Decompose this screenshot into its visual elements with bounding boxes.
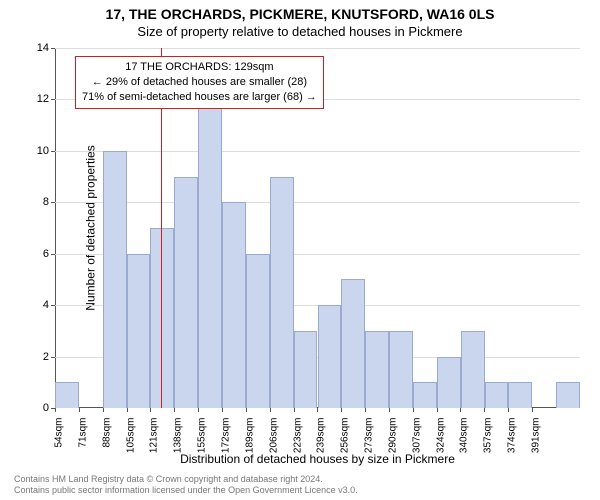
attribution-line-1: Contains HM Land Registry data © Crown c…: [14, 474, 590, 485]
histogram-bar: [246, 254, 270, 408]
histogram-bar: [413, 382, 437, 408]
x-tick-label: 273sqm: [364, 418, 375, 454]
x-tick-label: 307sqm: [412, 418, 423, 454]
x-tick-mark: [127, 408, 128, 412]
x-tick-mark: [294, 408, 295, 412]
info-line-3: 71% of semi-detached houses are larger (…: [82, 90, 317, 105]
histogram-bar: [508, 382, 532, 408]
histogram-bar: [222, 202, 246, 408]
info-line-2: ← 29% of detached houses are smaller (28…: [82, 75, 317, 90]
x-tick-label: 138sqm: [172, 418, 183, 454]
histogram-bar: [150, 228, 174, 408]
x-tick-mark: [55, 408, 56, 412]
histogram-bar: [437, 357, 461, 408]
chart-title-address: 17, THE ORCHARDS, PICKMERE, KNUTSFORD, W…: [0, 6, 600, 22]
x-tick-label: 155sqm: [197, 418, 208, 454]
x-tick-label: 105sqm: [126, 418, 137, 454]
x-tick-label: 206sqm: [269, 418, 280, 454]
x-tick-mark: [389, 408, 390, 412]
x-tick-label: 374sqm: [507, 418, 518, 454]
y-tick-label: 8: [43, 196, 55, 208]
x-tick-mark: [150, 408, 151, 412]
gridline: [55, 202, 580, 203]
x-tick-label: 391sqm: [531, 418, 542, 454]
attribution-text: Contains HM Land Registry data © Crown c…: [14, 474, 590, 497]
y-tick-label: 12: [37, 93, 55, 105]
x-tick-mark: [460, 408, 461, 412]
x-axis-label: Distribution of detached houses by size …: [55, 452, 580, 466]
histogram-bar: [270, 177, 294, 408]
histogram-bar: [341, 279, 365, 408]
x-tick-label: 223sqm: [293, 418, 304, 454]
y-tick-label: 0: [43, 402, 55, 414]
x-tick-mark: [198, 408, 199, 412]
histogram-bar: [485, 382, 509, 408]
chart-subtitle: Size of property relative to detached ho…: [0, 24, 600, 39]
x-tick-label: 239sqm: [316, 418, 327, 454]
histogram-bar: [389, 331, 413, 408]
x-tick-mark: [174, 408, 175, 412]
x-tick-label: 54sqm: [54, 418, 65, 448]
x-tick-label: 256sqm: [340, 418, 351, 454]
histogram-bar: [174, 177, 198, 408]
x-tick-mark: [270, 408, 271, 412]
chart-container: 17, THE ORCHARDS, PICKMERE, KNUTSFORD, W…: [0, 0, 600, 500]
x-tick-mark: [246, 408, 247, 412]
histogram-bar: [127, 254, 151, 408]
x-tick-label: 357sqm: [483, 418, 494, 454]
histogram-bar: [556, 382, 580, 408]
x-tick-mark: [79, 408, 80, 412]
x-tick-label: 324sqm: [436, 418, 447, 454]
reference-info-box: 17 THE ORCHARDS: 129sqm← 29% of detached…: [75, 56, 324, 109]
x-tick-label: 189sqm: [245, 418, 256, 454]
x-tick-mark: [341, 408, 342, 412]
y-tick-label: 14: [37, 42, 55, 54]
histogram-bar: [198, 99, 222, 408]
histogram-bar: [103, 151, 127, 408]
x-tick-mark: [365, 408, 366, 412]
histogram-bar: [294, 331, 318, 408]
histogram-bar: [365, 331, 389, 408]
x-tick-label: 121sqm: [148, 418, 159, 454]
histogram-bar: [318, 305, 342, 408]
x-tick-label: 88sqm: [102, 418, 113, 448]
x-tick-label: 172sqm: [221, 418, 232, 454]
histogram-bar: [55, 382, 79, 408]
x-tick-mark: [317, 408, 318, 412]
plot-area: 0246810121454sqm71sqm88sqm105sqm121sqm13…: [55, 48, 580, 408]
y-tick-label: 10: [37, 145, 55, 157]
x-tick-mark: [413, 408, 414, 412]
y-tick-label: 2: [43, 351, 55, 363]
x-tick-mark: [103, 408, 104, 412]
gridline: [55, 48, 580, 49]
y-tick-label: 4: [43, 299, 55, 311]
x-tick-label: 290sqm: [388, 418, 399, 454]
x-tick-mark: [222, 408, 223, 412]
x-tick-mark: [532, 408, 533, 412]
x-tick-mark: [508, 408, 509, 412]
x-tick-label: 340sqm: [459, 418, 470, 454]
x-tick-label: 71sqm: [78, 418, 89, 448]
x-tick-mark: [484, 408, 485, 412]
gridline: [55, 151, 580, 152]
histogram-bar: [461, 331, 485, 408]
y-axis-line: [55, 48, 56, 408]
y-tick-label: 6: [43, 248, 55, 260]
attribution-line-2: Contains public sector information licen…: [14, 485, 590, 496]
info-line-1: 17 THE ORCHARDS: 129sqm: [82, 60, 317, 75]
x-tick-mark: [437, 408, 438, 412]
